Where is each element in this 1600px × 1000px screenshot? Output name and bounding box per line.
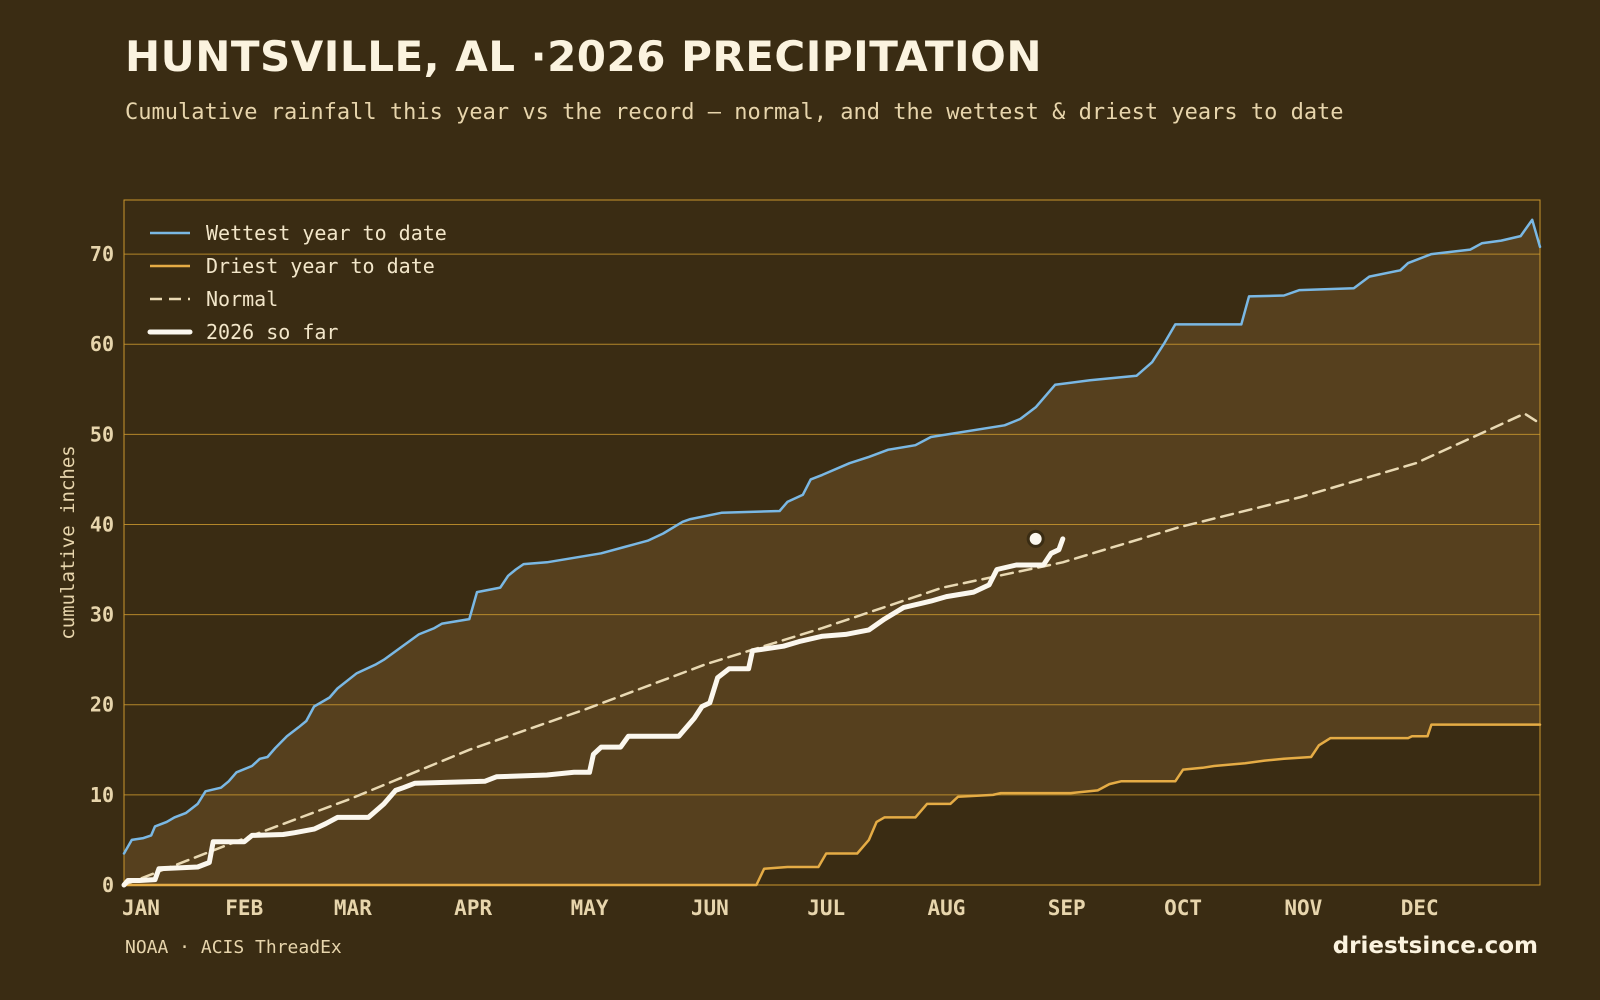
y-tick-label-50: 50 [90, 422, 114, 446]
x-tick-label-oct: OCT [1164, 896, 1202, 920]
y-tick-label-60: 60 [90, 332, 114, 356]
legend-label-3: 2026 so far [206, 320, 338, 344]
y-tick-label-40: 40 [90, 512, 114, 536]
y-axis-label: cumulative inches [57, 445, 79, 639]
legend-label-2: Normal [206, 287, 278, 311]
legend: Wettest year to date Driest year to date N… [147, 221, 447, 344]
y-tick-label-70: 70 [90, 242, 114, 266]
y-tick-label-30: 30 [90, 603, 114, 627]
series-line-3 [121, 536, 1066, 888]
series-line-2 [122, 412, 1542, 887]
y-tick-label-0: 0 [102, 873, 114, 897]
current-value-marker [1026, 529, 1045, 548]
x-tick-label-aug: AUG [927, 896, 965, 920]
wet-dry-range-fill [124, 219, 1540, 886]
x-tick-label-jun: JUN [691, 896, 729, 920]
series-lines [121, 218, 1542, 888]
data-source: NOAA · ACIS ThreadEx [125, 937, 342, 958]
x-tick-label-dec: DEC [1401, 896, 1439, 920]
x-tick-label-mar: MAR [334, 896, 372, 920]
y-tick-label-20: 20 [90, 693, 114, 717]
grid-lines [123, 199, 1541, 886]
axes: 0 10 20 30 40 50 60 70 JAN FEB MAR APR MAY JUN JUL AUG S… [57, 242, 1439, 920]
x-tick-label-apr: APR [454, 896, 492, 920]
chart-title: HUNTSVILLE, AL ·2026 PRECIPITATION [125, 32, 1043, 81]
legend-label-1: Driest year to date [206, 254, 435, 278]
x-tick-label-may: MAY [571, 896, 609, 920]
series-line-0 [122, 218, 1542, 855]
brand-link[interactable]: driestsince.com [1332, 933, 1538, 959]
series-line-1 [122, 723, 1542, 887]
y-tick-label-10: 10 [90, 783, 114, 807]
normal-range-band [124, 219, 1540, 886]
x-tick-label-jan: JAN [122, 896, 160, 920]
x-tick-label-feb: FEB [225, 896, 263, 920]
chart-subtitle: Cumulative rainfall this year vs the rec… [125, 100, 1344, 125]
x-tick-label-jul: JUL [807, 896, 845, 920]
legend-label-0: Wettest year to date [206, 221, 447, 245]
x-tick-label-nov: NOV [1284, 896, 1322, 920]
plot-frame [123, 199, 1541, 886]
x-tick-label-sep: SEP [1048, 896, 1086, 920]
